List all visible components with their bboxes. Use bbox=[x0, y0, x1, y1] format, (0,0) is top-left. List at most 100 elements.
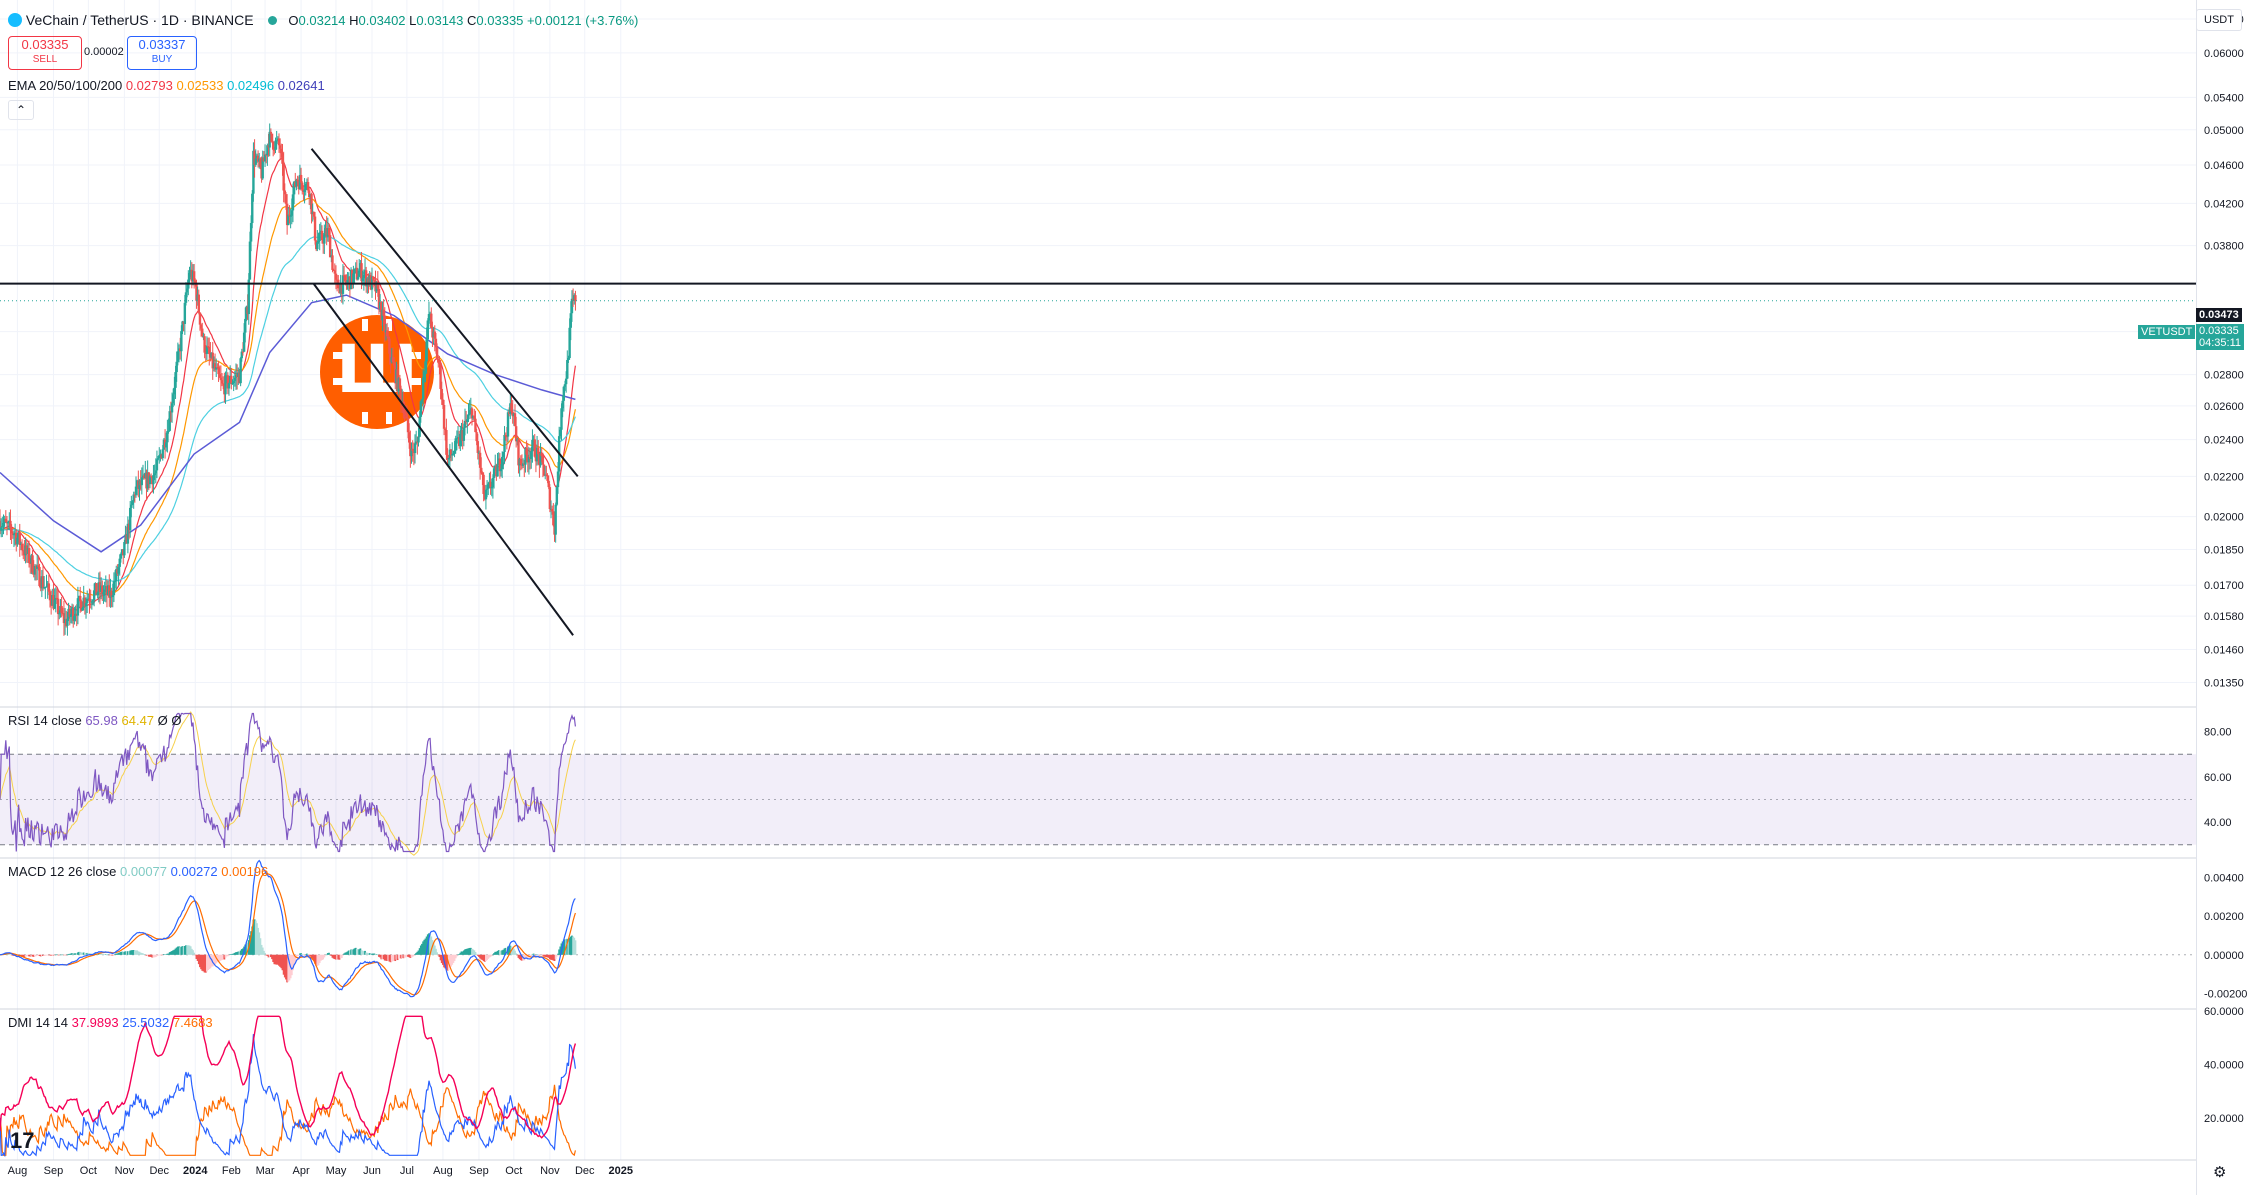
candle-body bbox=[285, 203, 289, 226]
macd-histogram-bar bbox=[246, 942, 249, 955]
candle-body bbox=[561, 400, 564, 409]
macd-histogram-bar bbox=[219, 954, 222, 961]
gear-icon[interactable]: ⚙ bbox=[2213, 1164, 2227, 1181]
macd-histogram-bar bbox=[204, 954, 207, 973]
macd-histogram-bar bbox=[137, 951, 140, 955]
macd-histogram-bar bbox=[178, 946, 180, 955]
candle-body bbox=[152, 475, 155, 485]
dmi-pane bbox=[0, 1015, 577, 1158]
candle-body bbox=[421, 377, 425, 400]
macd-histogram-bar bbox=[262, 950, 265, 955]
macd-histogram-bar bbox=[326, 953, 329, 955]
price-tick-label: 0.01850 bbox=[2204, 545, 2244, 557]
rsi-legend[interactable]: RSI 14 close 65.98 64.47 Ø Ø bbox=[8, 713, 182, 728]
macd-histogram-bar bbox=[80, 952, 83, 955]
time-tick-label: Nov bbox=[540, 1165, 560, 1177]
dmi-legend[interactable]: DMI 14 14 37.9893 25.5032 7.4683 bbox=[8, 1015, 213, 1030]
macd-histogram-bar bbox=[436, 952, 438, 955]
macd-histogram-bar bbox=[367, 953, 370, 955]
macd-histogram-bar bbox=[81, 952, 84, 955]
macd-histogram-bar bbox=[571, 935, 573, 955]
macd-histogram-bar bbox=[27, 954, 29, 956]
macd-histogram-bar bbox=[489, 954, 492, 957]
macd-histogram-bar bbox=[74, 953, 77, 955]
macd-histogram-bar bbox=[21, 954, 23, 957]
tradingview-logo-icon[interactable]: 17 bbox=[10, 1128, 35, 1153]
macd-histogram-bar bbox=[297, 954, 300, 956]
macd-signal-line bbox=[0, 872, 576, 996]
collapse-legend-button[interactable]: ⌃ bbox=[8, 100, 34, 120]
time-tick-label: Feb bbox=[222, 1165, 241, 1177]
candle-body bbox=[320, 230, 324, 241]
time-tick-label: Mar bbox=[256, 1165, 275, 1177]
candle-body bbox=[197, 294, 200, 313]
dmi-plus-line bbox=[0, 1034, 576, 1158]
candle-body bbox=[452, 453, 455, 455]
candle-body bbox=[129, 507, 132, 531]
candle-body bbox=[527, 457, 531, 463]
macd-histogram-bar bbox=[106, 954, 108, 956]
macd-histogram-bar bbox=[281, 954, 284, 971]
macd-histogram-bar bbox=[557, 953, 559, 955]
candle-body bbox=[282, 163, 285, 191]
currency-selector[interactable]: USDT bbox=[2196, 9, 2242, 31]
macd-histogram-bar bbox=[269, 954, 272, 958]
candle-body bbox=[219, 377, 223, 381]
trendlines[interactable] bbox=[0, 148, 2196, 636]
macd-histogram-bar bbox=[545, 954, 548, 958]
macd-histogram-bar bbox=[174, 948, 177, 955]
candle-body bbox=[446, 454, 449, 460]
macd-histogram-bar bbox=[474, 952, 477, 955]
candle-body bbox=[280, 148, 283, 154]
rsi-tick-label: 80.00 bbox=[2204, 727, 2232, 739]
rsi-line bbox=[0, 712, 576, 853]
price-axis[interactable]: 0.065000.060000.054000.050000.046000.042… bbox=[2196, 0, 2255, 1195]
candle-body bbox=[547, 480, 550, 488]
price-tick-label: 0.01460 bbox=[2204, 644, 2244, 656]
macd-histogram-bar bbox=[407, 954, 409, 957]
macd-histogram-bar bbox=[86, 952, 89, 955]
chart-area[interactable]: Ш AugSepOctNovDec2024FebMarAprMayJunJulA… bbox=[0, 0, 2196, 1195]
dmi-tick-label: 60.0000 bbox=[2204, 1006, 2244, 1018]
candle-body bbox=[398, 378, 402, 389]
ema-legend[interactable]: EMA 20/50/100/200 0.02793 0.02533 0.0249… bbox=[8, 78, 325, 93]
macd-histogram-bar bbox=[559, 946, 562, 955]
macd-histogram-bar bbox=[45, 954, 48, 956]
candle-body bbox=[519, 458, 522, 465]
macd-histogram-bar bbox=[102, 954, 105, 955]
macd-histogram-bar bbox=[502, 949, 505, 955]
macd-legend[interactable]: MACD 12 26 close 0.00077 0.00272 0.00196 bbox=[8, 864, 269, 879]
candle-body bbox=[542, 464, 546, 476]
macd-histogram-bar bbox=[387, 954, 390, 961]
symbol-title[interactable]: VeChain / TetherUS · 1D · BINANCE bbox=[25, 12, 254, 28]
buy-button[interactable]: 0.03337 BUY bbox=[127, 36, 197, 70]
macd-histogram-bar bbox=[574, 940, 577, 955]
sell-button[interactable]: 0.03335 SELL bbox=[8, 36, 82, 70]
candle-body bbox=[181, 321, 184, 332]
macd-histogram-bar bbox=[469, 947, 472, 955]
macd-histogram-bar bbox=[125, 951, 128, 955]
candle-body bbox=[567, 357, 570, 361]
candle-body bbox=[38, 566, 41, 587]
macd-histogram-bar bbox=[37, 954, 40, 956]
candle-body bbox=[188, 273, 191, 280]
macd-histogram-bar bbox=[568, 937, 571, 955]
time-tick-label: Jun bbox=[363, 1165, 381, 1177]
candle-body bbox=[180, 331, 183, 352]
time-axis[interactable]: Aug Sep Oct Nov Dec 2024 Feb Mar Apr May Jun Jul Aug… bbox=[8, 1165, 633, 1177]
candle-body bbox=[266, 145, 269, 156]
macd-histogram-bar bbox=[168, 952, 171, 955]
macd-histogram-bar bbox=[267, 954, 270, 958]
candle-body bbox=[563, 384, 567, 387]
candle-body bbox=[451, 454, 454, 456]
dmi-minus-line bbox=[0, 1084, 576, 1157]
price-tick-label: 0.04200 bbox=[2204, 198, 2244, 210]
candle-body bbox=[132, 494, 135, 502]
candle-body bbox=[9, 520, 12, 529]
candle-body bbox=[41, 576, 45, 588]
macd-histogram-bar bbox=[369, 954, 372, 955]
macd-tick-label: 0.00200 bbox=[2204, 911, 2244, 923]
symbol-badge: VETUSDT bbox=[2138, 325, 2196, 339]
level-price-badge: 0.03473 bbox=[2196, 308, 2242, 322]
dmi-tick-label: 20.0000 bbox=[2204, 1113, 2244, 1125]
